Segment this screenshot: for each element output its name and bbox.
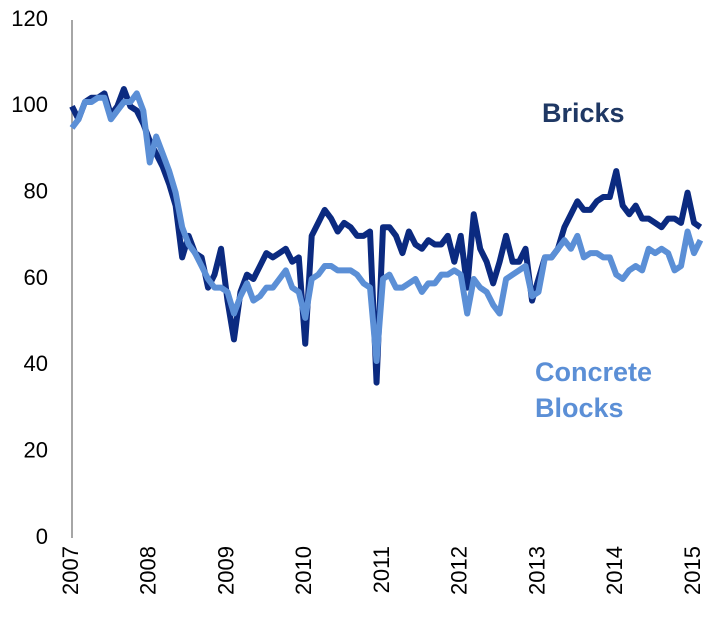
x-tick-label: 2012 (447, 546, 472, 595)
y-tick-label: 0 (36, 524, 48, 549)
series-line (69, 90, 703, 365)
y-tick-label: 100 (11, 92, 48, 117)
x-tick-label: 2011 (369, 546, 394, 593)
y-tick-label: 40 (24, 351, 48, 376)
x-tick-label: 2013 (524, 546, 549, 595)
series-label: Concrete Blocks (535, 357, 653, 423)
x-tick-label: 2015 (680, 546, 703, 595)
y-tick-label: 80 (24, 178, 48, 203)
y-tick-label: 60 (24, 265, 48, 290)
series-label: Bricks (542, 98, 625, 128)
y-tick-label: 120 (11, 6, 48, 31)
x-tick-label: 2008 (136, 546, 161, 595)
x-tick-label: 2009 (213, 546, 238, 595)
x-tick-label: 2007 (58, 546, 83, 595)
x-tick-label: 2010 (291, 546, 316, 595)
x-tick-label: 2014 (602, 546, 627, 595)
y-tick-label: 20 (24, 437, 48, 462)
series-line (69, 86, 703, 386)
